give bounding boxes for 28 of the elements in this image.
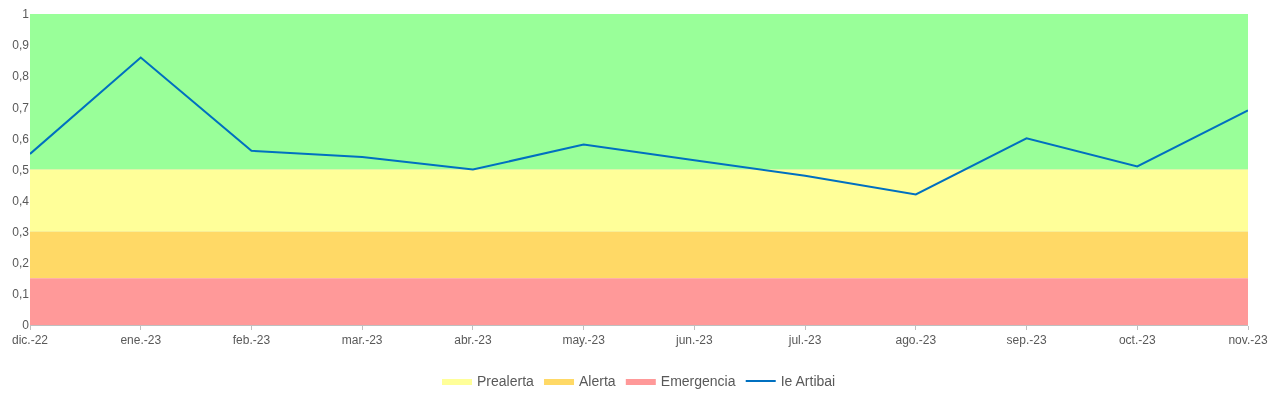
x-tick-label: jun.-23 — [675, 333, 714, 348]
x-tick-label: nov.-23 — [1228, 333, 1268, 348]
y-tick-label: 0,8 — [12, 69, 30, 84]
x-tick-label: dic.-22 — [11, 333, 49, 348]
legend-label: Emergencia — [660, 373, 736, 390]
line-series — [30, 56, 1248, 196]
x-tick-label: may.-23 — [562, 333, 606, 348]
x-tick-label: oct.-23 — [1118, 333, 1156, 348]
y-tick-label: 0,1 — [12, 287, 30, 302]
y-tick-label: 0,6 — [12, 131, 30, 146]
legend-label: Ie Artibai — [780, 373, 836, 390]
x-tick-label: mar.-23 — [341, 333, 383, 348]
x-tick-label: jul.-23 — [787, 333, 822, 348]
legend-label: Alerta — [579, 373, 616, 390]
x-tick-label: abr.-23 — [454, 333, 492, 348]
y-tick-label: 0,4 — [12, 193, 30, 208]
y-tick-label: 0 — [22, 318, 30, 333]
y-tick-label: 0,9 — [12, 38, 30, 53]
legend-label: Prealerta — [477, 373, 535, 390]
y-tick-label: 0,3 — [12, 224, 30, 239]
x-tick-label: sep.-23 — [1006, 333, 1047, 348]
y-tick-label: 0,7 — [12, 100, 30, 115]
y-tick-label: 1 — [22, 7, 30, 22]
y-tick-label: 0,5 — [12, 162, 30, 177]
x-tick-label: ago.-23 — [895, 333, 937, 348]
x-tick-label: ene.-23 — [120, 333, 162, 348]
x-tick-label: feb.-23 — [232, 333, 271, 348]
y-tick-label: 0,2 — [12, 256, 30, 270]
